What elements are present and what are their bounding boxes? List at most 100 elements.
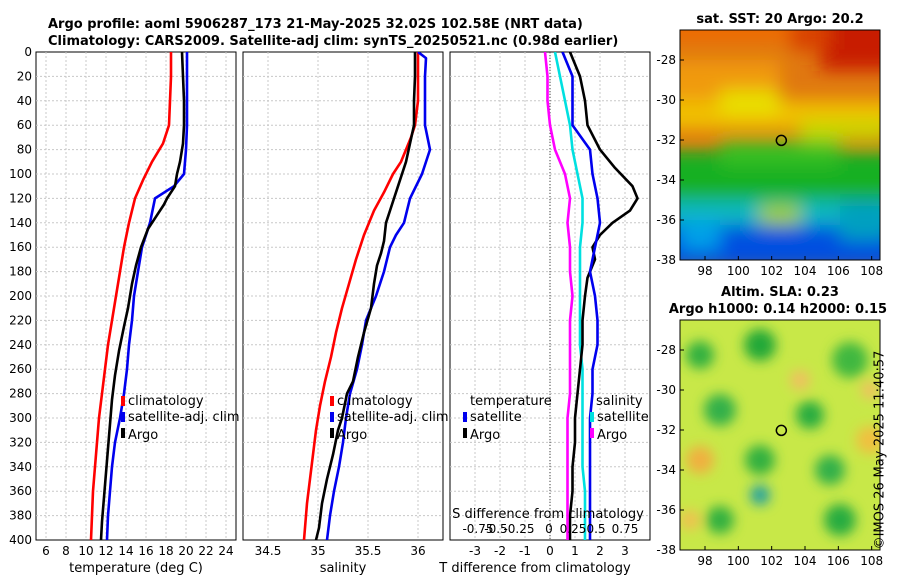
legend-swatch-climatology — [121, 396, 125, 406]
t-difference-xlabel: T difference from climatology — [438, 561, 631, 576]
s-tick-label: 0.5 — [586, 522, 605, 536]
legend-swatch-climatology — [330, 396, 334, 406]
x-tick-label: 2 — [596, 544, 604, 558]
y-tick-label: 240 — [9, 338, 32, 352]
y-tick-label: 320 — [9, 435, 32, 449]
map-x-tick-label: 102 — [760, 264, 783, 278]
legend-label-satellite: satellite-adj. clim — [337, 410, 449, 425]
map-x-tick-label: 100 — [727, 554, 750, 568]
y-tick-label: 140 — [9, 216, 32, 230]
legend-label-t-argo: Argo — [470, 428, 500, 443]
x-tick-label: 10 — [78, 544, 93, 558]
s-difference-label: S difference from climatology — [452, 507, 644, 522]
legend-swatch-argo — [121, 428, 125, 438]
map-x-tick-label: 108 — [860, 554, 883, 568]
legend-title-temperature: temperature — [470, 394, 552, 409]
sla-heatmap — [680, 320, 880, 550]
legend-label-t-satellite: satellite — [470, 410, 522, 425]
x-tick-label: 24 — [218, 544, 233, 558]
legend-label-satellite: satellite-adj. clim — [128, 410, 240, 425]
map-x-tick-label: 98 — [697, 264, 712, 278]
map-y-tick-label: -34 — [656, 173, 676, 187]
s-tick-label: -0.5 — [484, 522, 507, 536]
temperature-legend: climatology satellite-adj. clim Argo — [121, 394, 240, 443]
salinity-panel: 34.5 35 35.5 36 climatology satellite-adj. … — [242, 51, 449, 576]
series-line-argo — [99, 52, 186, 540]
temperature-panel: 0 20 40 60 80 100 120 140 160 180 200 220 240 260 280 3… — [9, 45, 240, 576]
legend-swatch-t-satellite — [463, 412, 467, 422]
map-y-tick-label: -34 — [656, 463, 676, 477]
series-line-s-satellite-clim — [561, 52, 602, 540]
s-tick-label: -0.25 — [503, 522, 534, 536]
map-y-tick-label: -30 — [656, 93, 676, 107]
y-tick-label: 300 — [9, 411, 32, 425]
legend-title-salinity: salinity — [596, 394, 643, 409]
y-tick-label: 120 — [9, 191, 32, 205]
sst-map-frame — [679, 29, 881, 261]
legend-swatch-s-argo — [590, 428, 594, 438]
legend-swatch-satellite — [121, 412, 125, 422]
map-x-tick-label: 104 — [794, 554, 817, 568]
legend-swatch-argo — [330, 428, 334, 438]
map-y-tick-label: -28 — [656, 53, 676, 67]
x-tick-label: 8 — [62, 544, 70, 558]
legend-label-s-satellite: satellite — [597, 410, 649, 425]
map-x-tick-label: 106 — [827, 264, 850, 278]
map-y-tick-label: -30 — [656, 383, 676, 397]
y-tick-label: 20 — [17, 69, 32, 83]
argo-location-marker — [775, 134, 788, 147]
series-line-satellite-adj-clim — [105, 52, 189, 540]
y-tick-label: 260 — [9, 362, 32, 376]
y-tick-label: 220 — [9, 313, 32, 327]
x-tick-label: 18 — [158, 544, 173, 558]
y-tick-label: 200 — [9, 289, 32, 303]
x-tick-label: -3 — [469, 544, 481, 558]
legend-label-climatology: climatology — [128, 394, 204, 409]
figure-title-line1: Argo profile: aoml 5906287_173 21-May-20… — [48, 17, 583, 32]
x-tick-label: 14 — [118, 544, 133, 558]
sla-map-subtitle: Argo h1000: 0.14 h2000: 0.15 — [669, 302, 887, 317]
difference-panel: -3 -2 -1 0 1 2 3 temperature satellite Argo sa… — [438, 51, 651, 576]
s-tick-label: 0.75 — [612, 522, 639, 536]
sst-heatmap — [680, 30, 880, 260]
y-tick-label: 40 — [17, 94, 32, 108]
legend-swatch-t-argo — [463, 428, 467, 438]
temperature-xlabel: temperature (deg C) — [69, 561, 203, 576]
y-tick-label: 60 — [17, 118, 32, 132]
y-tick-label: 80 — [17, 143, 32, 157]
x-tick-label: 0 — [546, 544, 554, 558]
legend-label-argo: Argo — [128, 428, 158, 443]
legend-label-argo: Argo — [337, 428, 367, 443]
sla-map-title: Altim. SLA: 0.23 — [721, 285, 839, 300]
map-x-tick-label: 102 — [760, 554, 783, 568]
sst-map-panel: sat. SST: 20 Argo: 20.2 98 100 102 10 — [656, 12, 883, 278]
y-tick-label: 100 — [9, 167, 32, 181]
x-tick-label: 3 — [621, 544, 629, 558]
s-tick-label: -0.75 — [462, 522, 493, 536]
map-y-tick-label: -38 — [656, 253, 676, 267]
series-line-satellite-adj-clim — [325, 52, 432, 540]
map-x-tick-label: 98 — [697, 554, 712, 568]
series-line-argo — [314, 52, 417, 540]
y-tick-label: 360 — [9, 484, 32, 498]
map-y-tick-label: -32 — [656, 133, 676, 147]
x-tick-label: 35.5 — [355, 544, 382, 558]
map-y-tick-label: -32 — [656, 423, 676, 437]
series-line-t-argo-clim — [568, 52, 639, 540]
map-x-tick-label: 106 — [827, 554, 850, 568]
x-tick-label: 34.5 — [255, 544, 282, 558]
series-line-s-argo-clim — [543, 52, 574, 540]
difference-legend: temperature satellite Argo salinity sate… — [463, 394, 649, 443]
x-tick-label: 22 — [198, 544, 213, 558]
salinity-xlabel: salinity — [320, 561, 367, 576]
x-tick-label: 1 — [571, 544, 579, 558]
map-y-tick-label: -36 — [656, 503, 676, 517]
series-line-t-satellite-clim — [553, 52, 587, 540]
y-tick-label: 380 — [9, 509, 32, 523]
x-tick-label: 6 — [42, 544, 50, 558]
x-tick-label: -2 — [494, 544, 506, 558]
s-tick-label: 0.25 — [560, 522, 587, 536]
x-tick-label: 12 — [98, 544, 113, 558]
sla-map-panel: Altim. SLA: 0.23 Argo h1000: 0.14 h2000:… — [656, 285, 887, 568]
